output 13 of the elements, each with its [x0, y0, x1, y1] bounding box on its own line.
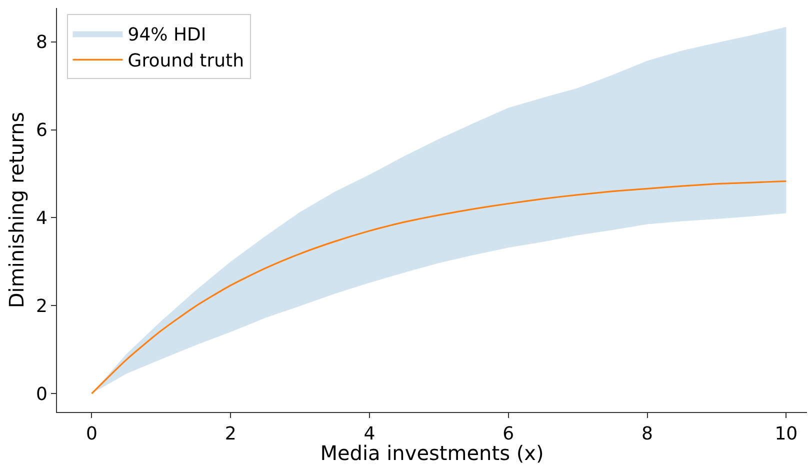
y-axis-title: Diminishing returns	[4, 112, 28, 308]
x-tick-label: 8	[642, 424, 654, 445]
y-tick-label: 8	[36, 32, 48, 54]
y-tick-label: 2	[36, 296, 48, 317]
y-tick-label: 0	[36, 384, 48, 405]
x-tick-label: 2	[224, 424, 236, 445]
x-tick-label: 10	[774, 424, 798, 445]
line-series	[90, 180, 787, 394]
legend-label: 94% HDI	[128, 24, 206, 46]
legend-label: Ground truth	[128, 50, 244, 72]
y-tick-label: 4	[36, 208, 48, 229]
y-tick-label: 6	[36, 120, 48, 142]
x-tick-label: 0	[86, 424, 98, 445]
